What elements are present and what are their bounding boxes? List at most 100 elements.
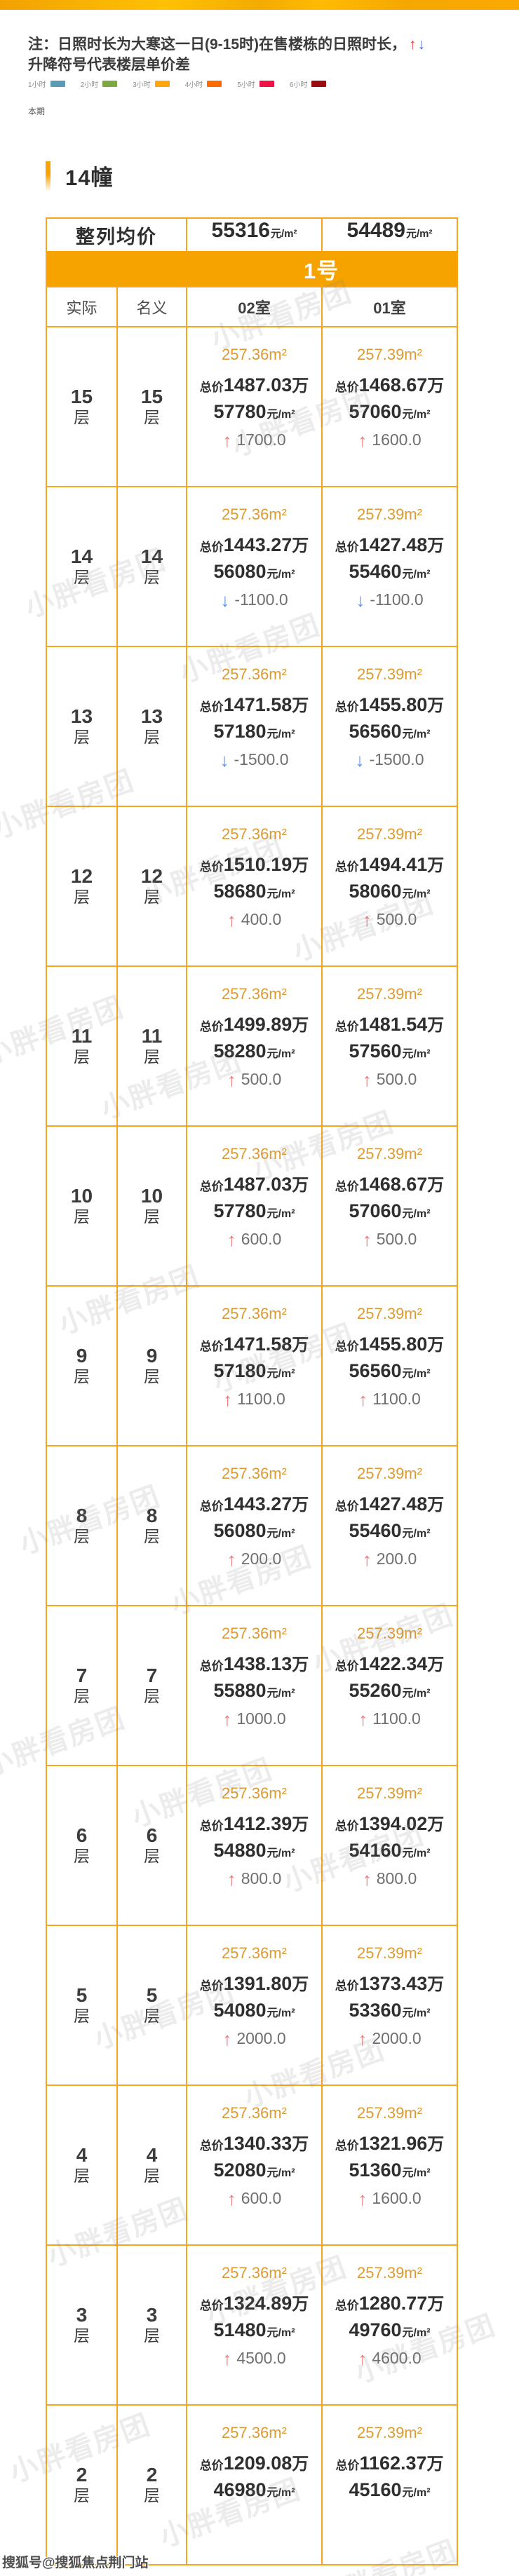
change-arrow-icon: ↑ [227,2188,236,2209]
floor-actual-number: 7 [76,1665,88,1687]
unit-area: 257.36m² [222,1145,287,1162]
floor-suffix-label: 层 [144,728,160,747]
floor-actual-number: 5 [76,1984,88,2007]
legend-label: 6小时 [289,81,308,89]
total-prefix-label: 总价 [335,860,359,874]
unit-total-price: 总价 1162.37 万 [335,2450,443,2474]
floor-actual-cell: 12 层 [47,807,116,965]
floor-row: 4 层 4 层 257.36m² 总价 1340.33 万 52080 元/m² ↑ 6… [47,2084,457,2244]
floor-suffix-label: 层 [144,2486,160,2505]
unit-01-cell: 257.39m² 总价 1394.02 万 54160 元/m² ↑ 800.0 [321,1766,457,1925]
floor-row: 15 层 15 层 257.36m² 总价 1487.03 万 57780 元/m² … [47,326,457,486]
total-prefix-label: 总价 [335,1500,359,1513]
floor-nominal-cell: 3 层 [116,2246,186,2404]
change-arrow-icon: ↑ [362,1868,372,1890]
floor-actual-cell: 3 层 [47,2246,116,2404]
unit-total-price: 总价 1455.80 万 [335,1331,445,1355]
change-value: 1600.0 [372,2189,422,2207]
total-prefix-label: 总价 [199,2459,224,2472]
unit-total-price: 总价 1499.89 万 [200,1011,309,1036]
floor-suffix-label: 层 [74,1048,90,1066]
unit-01-cell: 257.39m² 总价 1427.48 万 55460 元/m² ↓ -1100.0 [321,487,457,646]
change-arrow-icon: ↑ [227,1868,236,1890]
floor-actual-cell: 2 层 [47,2406,116,2564]
unit-price-unit: 元/m² [402,1048,431,1060]
unit-area: 257.39m² [357,1944,422,1962]
price-change: ↑ 1600.0 [358,431,421,449]
unit-01-cell: 257.39m² 总价 1422.34 万 55260 元/m² ↑ 1100.0 [321,1606,457,1765]
legend-label: 4小时 [184,81,203,89]
note-line1: 注：日照时长为大寒这一日(9-15时)在售楼栋的日照时长， [28,36,407,53]
change-value: 1000.0 [236,1709,286,1728]
unit-total-price: 总价 1438.13 万 [200,1650,309,1675]
change-arrow-icon: ↑ [227,1069,236,1090]
floor-row: 14 层 14 层 257.36m² 总价 1443.27 万 56080 元/m² … [47,486,457,646]
note-line2: 升降符号代表楼层单价差 [28,56,190,73]
total-prefix-label: 总价 [335,2139,359,2153]
change-arrow-icon: ↑ [222,1708,232,1730]
total-price-value: 1487.03 [223,374,292,395]
change-value: 500.0 [376,910,417,928]
change-value: 1100.0 [237,1390,285,1408]
total-unit-label: 万 [427,1336,445,1355]
unit-price-value: 49760 [349,2319,402,2340]
floor-nominal-cell: 10 层 [116,1127,186,1285]
total-prefix-label: 总价 [199,2299,224,2312]
floor-suffix-label: 层 [74,728,90,747]
unit-price-unit: 元/m² [267,1368,295,1380]
unit-price: 57060 元/m² [349,1200,430,1222]
unit-price-unit: 元/m² [267,2327,295,2339]
total-price-value: 1280.77 [358,2293,428,2314]
change-value: 1600.0 [372,431,422,449]
unit-total-price: 总价 1422.34 万 [335,1650,445,1675]
unit-price-value: 56560 [349,1360,402,1381]
unit-total-price: 总价 1321.96 万 [335,2130,445,2155]
unit-price-unit: 元/m² [402,728,431,740]
unit-02-cell: 257.36m² 总价 1471.58 万 57180 元/m² ↑ 1100.0 [186,1287,321,1445]
unit-price: 51360 元/m² [349,2160,430,2181]
unit-01-cell: 257.39m² 总价 1280.77 万 49760 元/m² ↑ 4600.0 [321,2246,457,2404]
total-prefix-label: 总价 [335,1819,359,1833]
change-value: 600.0 [241,1230,282,1248]
unit-price-unit: 元/m² [267,409,295,421]
price-change: ↑ 1100.0 [358,1390,421,1409]
unit-area: 257.39m² [357,665,422,683]
unit-total-price: 总价 1468.67 万 [335,372,445,396]
floor-row: 10 层 10 层 257.36m² 总价 1487.03 万 57780 元/m² … [47,1125,457,1285]
unit-price: 46980 元/m² [213,2479,295,2501]
footer-watermark: 搜狐号@搜狐焦点荆门站 [2,2556,149,2570]
total-unit-label: 万 [427,856,445,875]
unit-price: 57180 元/m² [213,721,295,743]
unit-price-value: 57060 [349,1200,402,1221]
change-arrow-icon: ↑ [227,1228,236,1250]
unit-01-cell: 257.39m² 总价 1373.43 万 53360 元/m² ↑ 2000.0 [321,1926,457,2084]
floor-actual-cell: 11 层 [47,967,116,1125]
price-change: ↑ 1100.0 [358,1709,421,1728]
legend-swatch [102,81,118,87]
legend-label: 1小时 [28,81,46,89]
total-unit-label: 万 [292,1176,309,1195]
floor-actual-cell: 7 层 [47,1606,116,1765]
summary-value-01: 54489 元/m² [321,219,457,251]
unit-total-price: 总价 1471.58 万 [200,1331,309,1355]
total-price-value: 1443.27 [223,1493,292,1514]
floor-suffix-label: 层 [74,1367,90,1386]
unit-price: 49760 元/m² [349,2319,430,2341]
price-change: ↓ -1100.0 [220,590,288,609]
price-change: ↑ 600.0 [227,1230,282,1249]
change-arrow-icon: ↑ [362,1069,372,1090]
price-change: ↑ 2000.0 [222,2029,285,2048]
unit-price-unit: 元/m² [267,888,295,900]
legend-item: 6小时 [290,79,327,89]
floor-actual-number: 14 [70,545,93,568]
unit-area: 257.36m² [222,1944,287,1962]
price-change: ↑ 400.0 [227,910,282,929]
floor-actual-number: 8 [76,1505,88,1527]
floor-actual-cell: 14 层 [47,487,116,646]
total-price-value: 1494.41 [358,854,428,875]
price-change: ↑ 4600.0 [358,2349,421,2368]
unit-price-value: 51360 [349,2160,402,2181]
legend-item: 1小时 [28,79,65,89]
floor-actual-number: 3 [76,2304,88,2326]
unit-total-price: 总价 1427.48 万 [335,531,445,556]
